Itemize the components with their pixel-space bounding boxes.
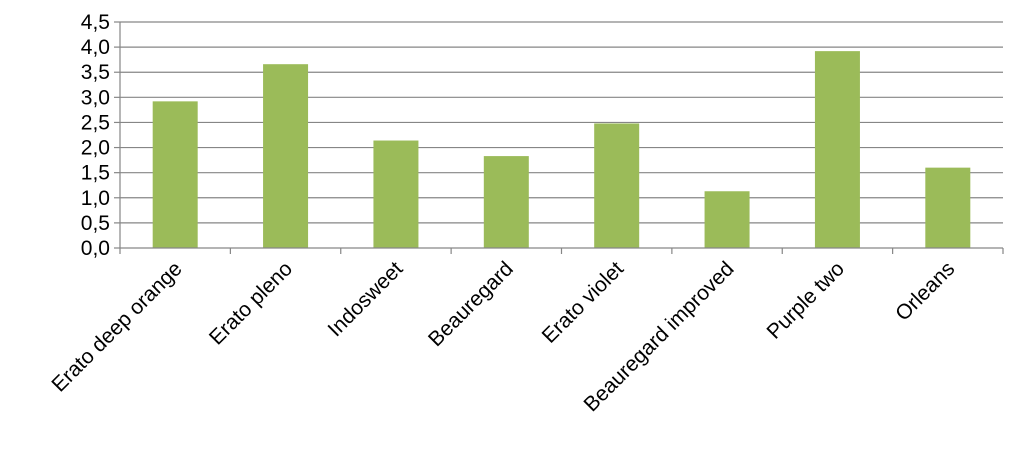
bar <box>263 64 309 248</box>
x-tick-label: Erato deep orange <box>47 257 186 396</box>
y-tick-label: 0,5 <box>81 212 110 235</box>
y-tick-label: 1,5 <box>81 162 110 185</box>
bar <box>594 123 640 248</box>
bar <box>925 167 971 248</box>
y-tick-labels: 0,00,51,01,52,0 2,53,03,54,04,5 <box>81 11 110 260</box>
x-tick-label: Beauregard <box>424 257 518 351</box>
y-tick-label: 3,5 <box>81 61 110 84</box>
y-tick-label: 4,0 <box>81 36 110 59</box>
x-tick-label: Orleans <box>891 257 959 325</box>
x-tick-label: Indosweet <box>324 257 408 341</box>
bar <box>814 51 860 248</box>
y-tick-label: 0,0 <box>81 237 110 260</box>
bar <box>373 140 419 248</box>
y-tick-label: 2,5 <box>81 111 110 134</box>
bar <box>152 101 198 249</box>
x-tick-label: Erato pleno <box>205 257 297 349</box>
x-tick-labels: Erato deep orange Erato pleno Indosweet Bea… <box>47 257 959 416</box>
bar <box>704 191 750 248</box>
x-tick-label: Purple two <box>763 257 849 343</box>
y-tick-label: 1,0 <box>81 187 110 210</box>
y-tick-label: 4,5 <box>81 11 110 34</box>
y-tick-label: 2,0 <box>81 137 110 160</box>
bars <box>152 51 971 249</box>
x-tick-label: Erato violet <box>538 257 629 348</box>
axes <box>114 21 1004 254</box>
gridlines <box>120 21 1003 224</box>
bar <box>483 156 529 248</box>
y-tick-label: 3,0 <box>81 86 110 109</box>
